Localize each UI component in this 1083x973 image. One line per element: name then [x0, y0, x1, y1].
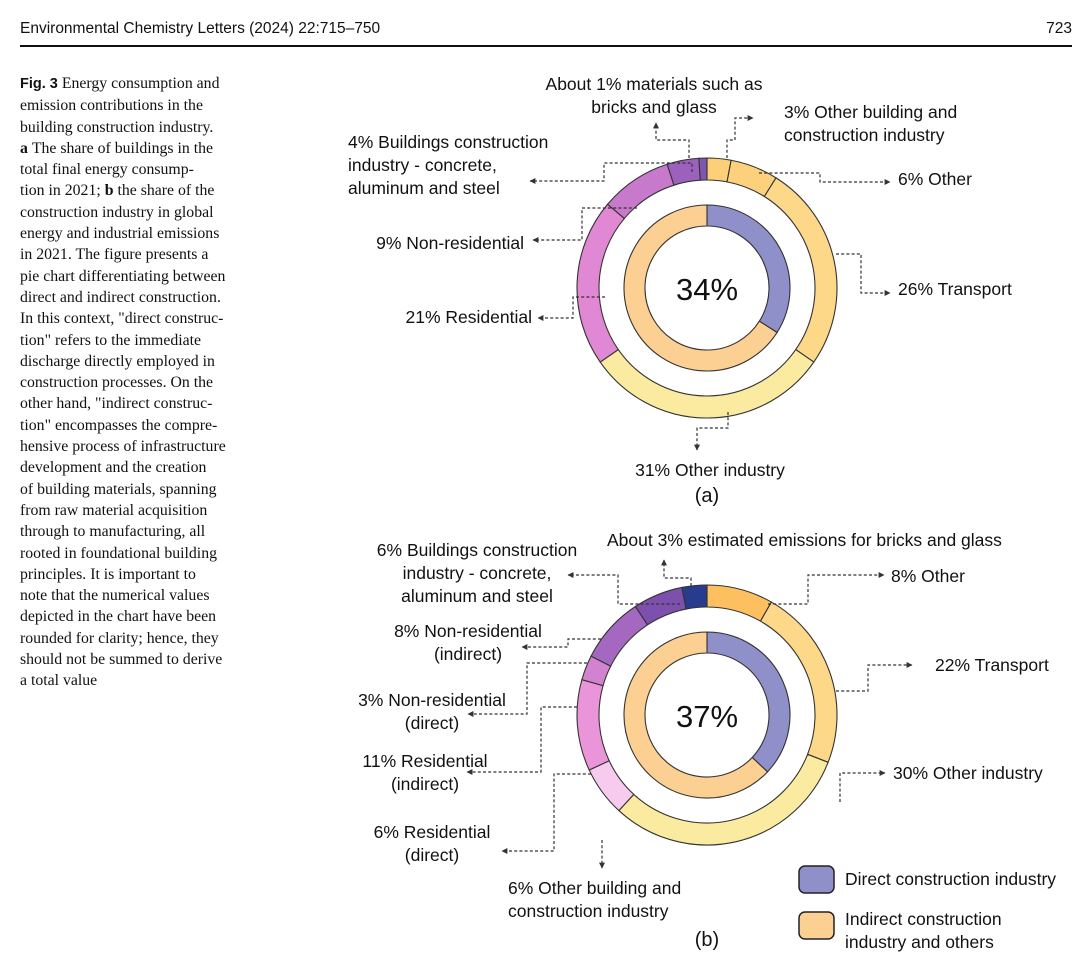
outer-slice [590, 605, 649, 667]
caption-line: emission contributions in the [20, 97, 203, 115]
label-a-other-building: 3% Other building and construction indust… [784, 102, 957, 145]
outer-slice [576, 678, 610, 771]
page-header: Environmental Chemistry Letters (2024) 2… [0, 0, 1083, 50]
caption-line: depicted in the chart have been [20, 608, 217, 626]
leader-line [836, 253, 891, 296]
caption-line: tion" encompasses the compre- [20, 416, 218, 434]
caption-line: total final energy consump- [20, 161, 194, 179]
legend-swatch-direct [798, 865, 835, 894]
leader-line [537, 296, 605, 321]
label-a-res: 21% Residential [406, 307, 532, 327]
label-a-materials: About 1% materials such as bricks and gla… [546, 74, 763, 117]
caption-line: energy and industrial emissions [20, 225, 220, 243]
caption-line: of building materials, spanning [20, 480, 217, 498]
panel-label: (a) [695, 485, 719, 507]
page-number: 723 [1046, 20, 1072, 37]
center-label: 37% [676, 699, 738, 734]
inner-slice [623, 204, 778, 372]
header-rule [20, 45, 1072, 47]
leader-line [466, 706, 577, 775]
caption-line: construction industry in global [20, 203, 214, 221]
label-a-transport: 26% Transport [898, 279, 1012, 299]
label-b-nonres-dir: 3% Non-residential (direct) [358, 690, 506, 733]
caption-line: through to manufacturing, all [20, 523, 206, 541]
outer-slice [681, 584, 708, 610]
label-b-nonres-ind: 8% Non-residential (indirect) [394, 621, 542, 664]
outer-slice [606, 163, 675, 220]
figure-caption: Fig. 3 Energy consumption and emission co… [20, 73, 260, 692]
caption-line: note that the numerical values [20, 587, 210, 605]
caption-line: Energy consumption and [61, 75, 220, 92]
caption-line: building construction industry. [20, 118, 214, 136]
chart-b: 37% (b) [576, 584, 838, 951]
label-a-otherind: 31% Other industry [635, 460, 785, 480]
caption-line: tion in 2021; b the share of the [20, 182, 215, 200]
label-b-transport: 22% Transport [935, 655, 1049, 675]
caption-line: pie chart differentiating between [20, 267, 226, 285]
legend-label-indirect: Indirect construction industry and others [845, 909, 1002, 952]
caption-line: tion" refers to the immediate [20, 331, 202, 349]
label-b-bricks: About 3% estimated emissions for bricks … [607, 530, 1002, 550]
leader-line [532, 207, 637, 243]
leader-line [529, 162, 693, 184]
leader-line [726, 115, 754, 158]
caption-line: direct and indirect construction. [20, 288, 221, 306]
caption-body: Energy consumption and emission contribut… [20, 75, 226, 689]
inner-slice [706, 204, 791, 334]
caption-line: principles. It is important to [20, 565, 196, 583]
label-a-nonres: 9% Non-residential [376, 233, 524, 253]
leader-lines [466, 115, 913, 869]
center-label: 34% [676, 272, 738, 307]
leader-line [467, 662, 587, 717]
label-a-other: 6% Other [898, 169, 972, 189]
label-b-other-building: 6% Other building and construction indust… [508, 878, 681, 921]
chart-legend: Direct construction industry Indirect con… [798, 865, 1056, 952]
caption-line: in 2021. The figure presents a [20, 246, 209, 264]
label-b-res-ind: 11% Residential (indirect) [362, 751, 487, 794]
caption-line: hensive process of infrastructure [20, 438, 226, 456]
leader-line [839, 770, 886, 802]
leader-line [567, 572, 680, 605]
leader-line [836, 662, 913, 692]
leader-line [694, 412, 729, 451]
label-a-concrete: 4% Buildings construction industry - conc… [348, 132, 548, 198]
caption-line: discharge directly employed in [20, 352, 215, 370]
caption-line: construction processes. On the [20, 374, 214, 392]
leader-line [768, 572, 885, 605]
caption-line: from raw material acquisition [20, 501, 208, 519]
leader-line [759, 172, 891, 185]
caption-line: development and the creation [20, 459, 207, 477]
leader-line [521, 638, 601, 650]
label-b-res-dir: 6% Residential (direct) [374, 822, 491, 865]
figure-label: Fig. 3 [20, 76, 58, 92]
leader-line [661, 559, 692, 586]
legend-label-direct: Direct construction industry [845, 869, 1056, 889]
outer-slice [698, 157, 708, 181]
caption-line: other hand, "indirect construc- [20, 395, 213, 413]
caption-line: a total value [20, 672, 98, 690]
label-b-other: 8% Other [891, 566, 965, 586]
slice-labels: About 1% materials such as bricks and gla… [348, 74, 1049, 921]
caption-line: rounded for clarity; hence, they [20, 629, 219, 647]
outer-slice [706, 584, 773, 622]
outer-slice [666, 157, 701, 186]
leader-line [501, 773, 591, 854]
caption-line: a The share of buildings in the [20, 139, 214, 157]
panel-label: (b) [695, 929, 719, 951]
label-b-concrete: 6% Buildings construction industry - conc… [377, 540, 577, 606]
leader-line [653, 122, 690, 158]
caption-line: In this context, "direct construc- [20, 310, 224, 328]
outer-slice [576, 203, 626, 363]
caption-line: should not be summed to derive [20, 651, 223, 669]
legend-swatch-indirect [798, 911, 835, 940]
inner-slice [623, 631, 769, 799]
chart-a: 34% (a) [576, 157, 838, 507]
label-b-otherind: 30% Other industry [893, 763, 1043, 783]
journal-title: Environmental Chemistry Letters (2024) 2… [20, 20, 381, 37]
caption-line: rooted in foundational building [20, 544, 217, 562]
